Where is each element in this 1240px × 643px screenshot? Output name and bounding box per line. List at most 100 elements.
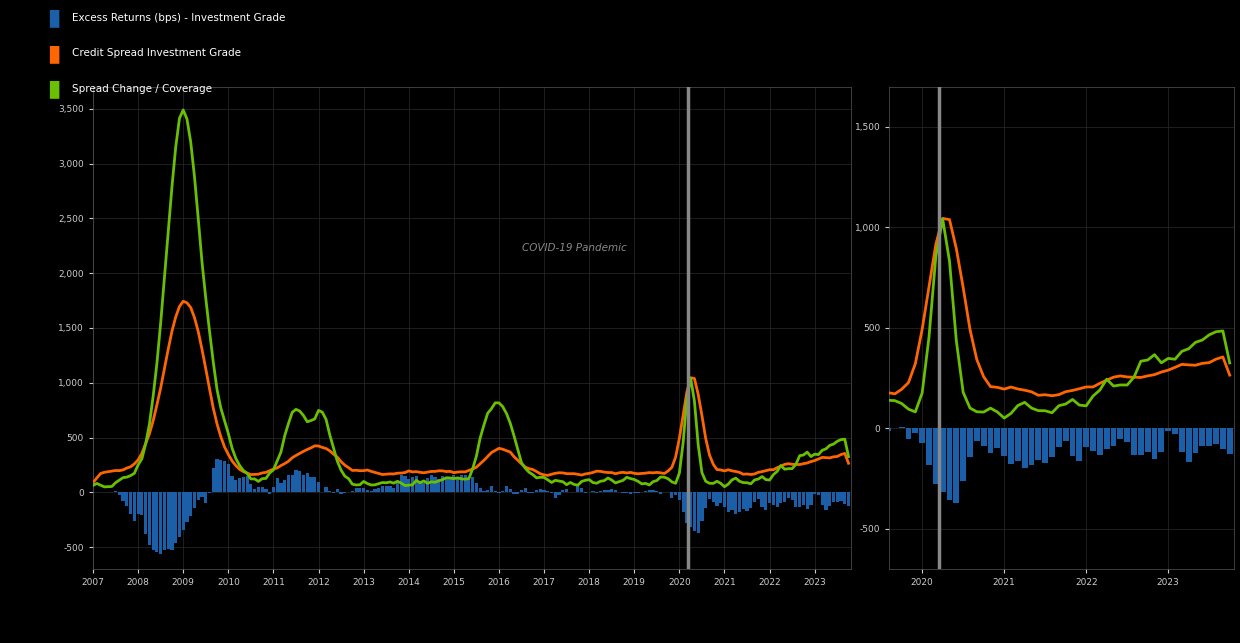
Bar — [125, 493, 129, 506]
Bar — [799, 493, 801, 507]
Bar — [410, 477, 414, 493]
Bar — [1104, 428, 1110, 449]
Bar — [520, 491, 523, 493]
Bar — [954, 428, 960, 503]
Bar — [686, 493, 688, 523]
Bar — [185, 493, 188, 522]
Bar — [298, 471, 301, 493]
Bar — [1172, 428, 1178, 434]
Bar — [727, 493, 730, 512]
Bar — [193, 493, 196, 507]
Bar — [562, 490, 564, 493]
Bar — [122, 493, 125, 501]
Bar — [325, 487, 327, 493]
Bar — [764, 493, 768, 511]
Bar — [136, 493, 140, 514]
Bar — [704, 493, 707, 508]
Bar — [234, 480, 237, 493]
Bar — [913, 428, 919, 433]
Bar — [715, 493, 718, 506]
Bar — [712, 493, 714, 502]
Bar — [414, 476, 418, 493]
Bar — [272, 487, 275, 493]
Bar — [505, 486, 508, 493]
Bar — [1117, 428, 1123, 439]
Bar — [644, 491, 647, 493]
Bar — [362, 488, 366, 493]
Bar — [460, 475, 463, 493]
Bar — [1207, 428, 1213, 446]
Bar — [1185, 428, 1192, 462]
Bar — [1076, 428, 1083, 462]
Bar — [580, 488, 583, 493]
Bar — [682, 493, 684, 512]
Bar — [1111, 428, 1116, 446]
Bar — [1008, 428, 1014, 464]
Bar — [565, 489, 568, 493]
Bar — [1014, 428, 1021, 461]
Bar — [1199, 428, 1205, 446]
Bar — [940, 428, 946, 493]
Bar — [114, 491, 117, 493]
Bar — [317, 482, 320, 493]
Bar — [377, 488, 381, 493]
Bar — [629, 493, 632, 494]
Bar — [708, 493, 711, 500]
Bar — [177, 493, 181, 538]
Bar — [508, 489, 512, 493]
Bar — [534, 490, 538, 493]
Bar — [810, 493, 812, 505]
Bar — [1056, 428, 1061, 447]
Bar — [366, 490, 370, 493]
Bar — [610, 489, 614, 493]
Bar — [899, 427, 904, 428]
Bar — [675, 493, 677, 494]
Bar — [257, 487, 260, 493]
Bar — [290, 475, 294, 493]
Bar — [1152, 428, 1157, 458]
Bar — [1138, 428, 1143, 455]
Bar — [905, 428, 911, 439]
Bar — [384, 486, 388, 493]
Bar — [813, 493, 816, 494]
Bar — [1220, 428, 1226, 449]
Bar — [501, 491, 505, 493]
Bar — [1063, 428, 1069, 441]
Bar — [806, 493, 808, 509]
Bar — [512, 493, 516, 494]
Bar — [919, 428, 925, 443]
Bar — [482, 491, 486, 493]
Bar — [286, 475, 290, 493]
Bar — [1145, 428, 1151, 452]
Bar — [381, 487, 384, 493]
Bar — [275, 478, 279, 493]
Bar — [981, 428, 987, 446]
Bar — [817, 493, 820, 495]
Bar — [1166, 428, 1171, 431]
Text: █: █ — [50, 10, 58, 28]
Bar — [538, 489, 542, 493]
Bar — [614, 490, 618, 493]
Bar — [190, 493, 192, 516]
Bar — [828, 493, 831, 505]
Bar — [174, 493, 177, 543]
Bar — [932, 428, 939, 484]
Bar — [486, 489, 490, 493]
Bar — [418, 481, 422, 493]
Bar — [523, 488, 527, 493]
Bar — [701, 493, 703, 521]
Bar — [396, 484, 399, 493]
Text: COVID-19 Pandemic: COVID-19 Pandemic — [522, 243, 626, 253]
Bar — [294, 470, 298, 493]
Bar — [166, 493, 170, 549]
Bar — [329, 491, 331, 493]
Bar — [388, 487, 392, 493]
Text: █: █ — [50, 45, 58, 63]
Bar — [453, 475, 455, 493]
Bar — [787, 493, 790, 498]
Bar — [994, 428, 1001, 448]
Bar — [181, 493, 185, 530]
Bar — [1125, 428, 1130, 442]
Bar — [283, 480, 286, 493]
Bar — [494, 491, 497, 493]
